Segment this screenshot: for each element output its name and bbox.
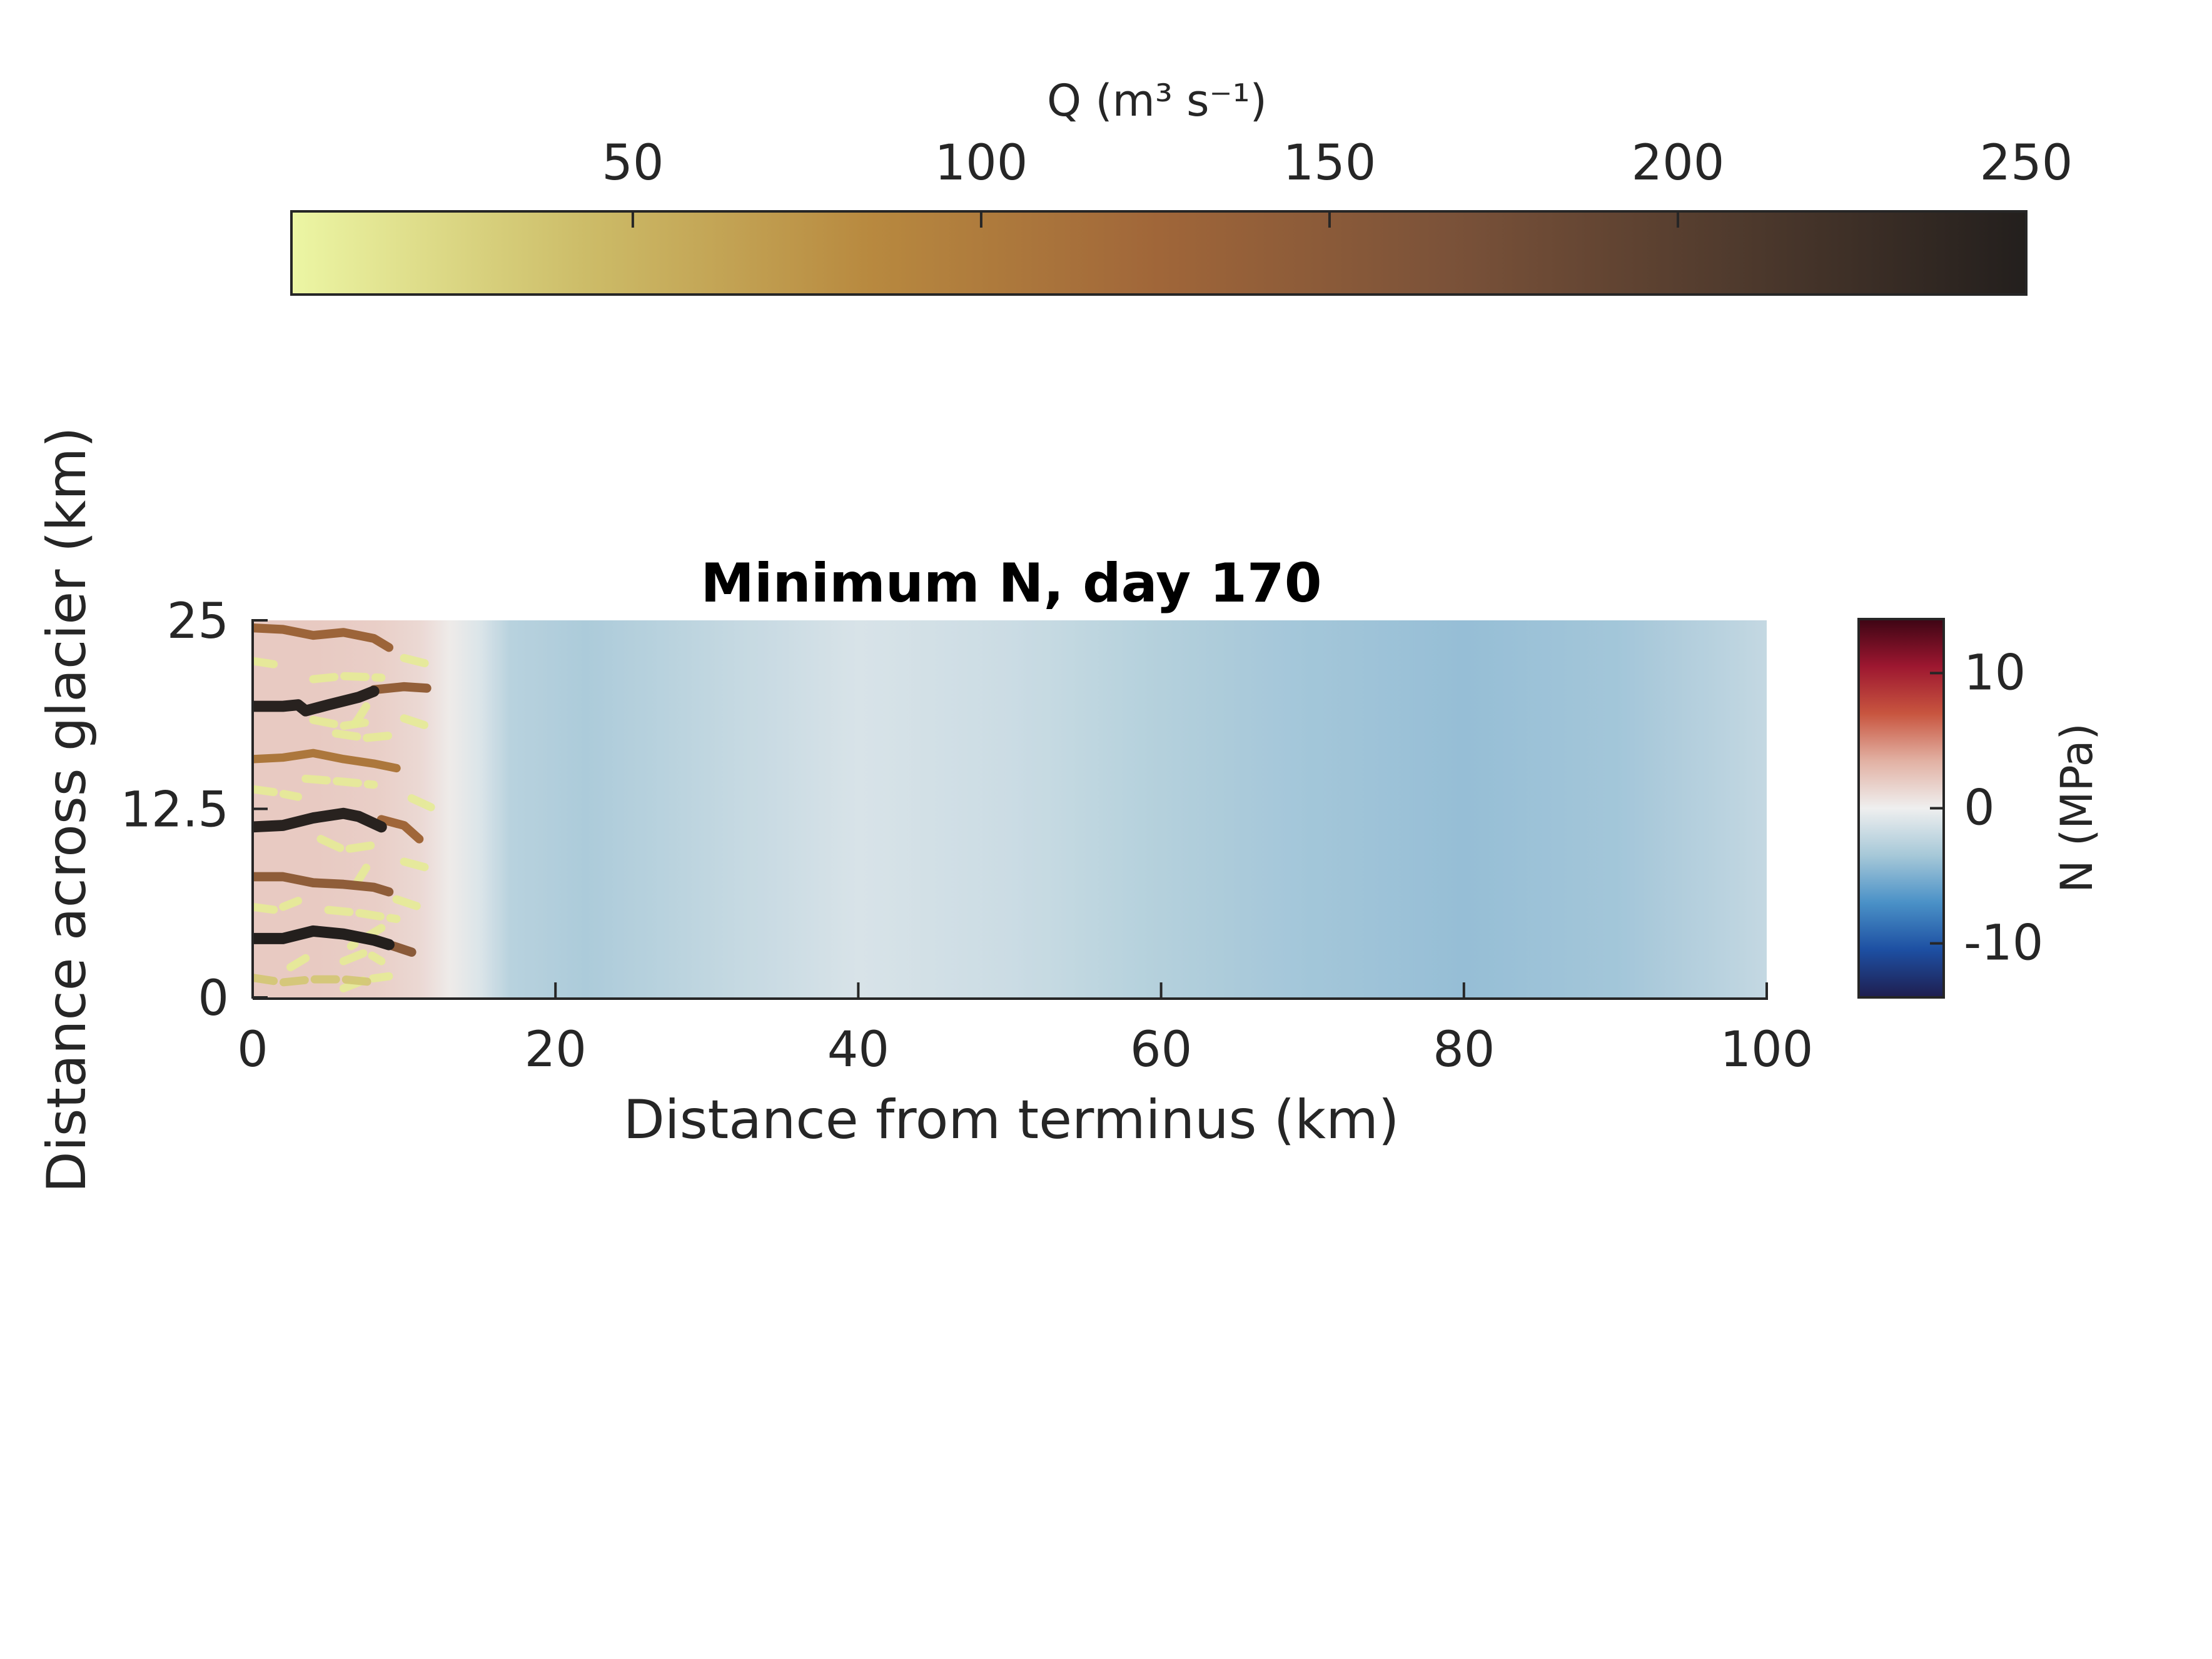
channel-segment xyxy=(253,897,303,914)
x-axis-ticks: 0 20 40 60 80 100 xyxy=(237,982,1813,1078)
channel-segment xyxy=(309,715,378,730)
channel-segment xyxy=(253,685,380,717)
n-tick-label: 0 xyxy=(1964,780,1995,837)
channel-segment xyxy=(324,905,401,924)
x-tick-label: 20 xyxy=(525,1022,587,1078)
x-tick-label: 40 xyxy=(827,1022,889,1078)
channel-segment xyxy=(253,807,387,833)
channel-segment xyxy=(253,974,378,987)
y-axis-ticks: 0 12.5 25 xyxy=(120,593,268,1027)
channel-segment xyxy=(286,954,310,972)
channel-segment xyxy=(301,774,378,789)
y-tick-label: 0 xyxy=(198,971,229,1027)
channel-segment xyxy=(253,657,287,670)
channel-network xyxy=(253,623,438,992)
q-tick-label: 150 xyxy=(1283,135,1376,191)
q-colorbar-ticks: 50 100 150 200 250 xyxy=(602,135,2073,228)
y-tick-label: 25 xyxy=(167,593,229,650)
q-tick-label: 100 xyxy=(934,135,1028,191)
q-colorbar: Q (m³ s⁻¹) 50 100 150 200 250 xyxy=(290,75,2073,296)
n-tick-label: -10 xyxy=(1964,915,2043,972)
n-colorbar: 10 0 -10 N (MPa) xyxy=(1857,618,2103,999)
channel-segment xyxy=(339,948,386,966)
channel-segment xyxy=(392,895,423,911)
channel-segment xyxy=(400,653,438,670)
x-tick-label: 100 xyxy=(1720,1022,1814,1078)
x-tick-label: 60 xyxy=(1130,1022,1192,1078)
channel-segment xyxy=(369,682,432,695)
main-axes: Minimum N, day 170 0 20 40 60 80 100 012.525 … xyxy=(36,426,1813,1193)
n-tick-label: 10 xyxy=(1964,645,2026,701)
channel-segment xyxy=(309,672,386,683)
q-tick-label: 200 xyxy=(1632,135,1725,191)
q-colorbar-body xyxy=(290,210,2028,296)
channel-segment xyxy=(253,785,303,801)
y-tick-label: 12.5 xyxy=(120,782,229,839)
y-axis-label: Distance across glacier (km) xyxy=(36,426,98,1193)
n-colorbar-label: N (MPa) xyxy=(2051,723,2103,893)
q-colorbar-label: Q (m³ s⁻¹) xyxy=(1047,75,1267,126)
channel-segment xyxy=(316,835,378,854)
x-tick-label: 80 xyxy=(1433,1022,1495,1078)
channel-segment xyxy=(376,815,424,844)
channel-segment xyxy=(400,857,431,872)
chart-title: Minimum N, day 170 xyxy=(700,552,1321,615)
n-field-texture xyxy=(253,620,1767,997)
n-colorbar-ticks: 10 0 -10 xyxy=(1930,645,2043,972)
q-tick-label: 250 xyxy=(1980,135,2073,191)
n-field xyxy=(253,620,1767,997)
q-tick-label: 50 xyxy=(602,135,664,191)
channel-segment xyxy=(253,925,395,951)
x-axis-label: Distance from terminus (km) xyxy=(624,1089,1400,1151)
n-colorbar-body xyxy=(1857,618,1945,999)
channel-segment xyxy=(253,872,394,897)
channel-segment xyxy=(253,749,401,773)
x-tick-label: 0 xyxy=(237,1022,268,1078)
channel-segment xyxy=(331,729,401,742)
channel-segment xyxy=(407,794,436,812)
channel-segment xyxy=(253,623,393,652)
channel-segment xyxy=(346,702,371,734)
channel-segment xyxy=(400,714,431,730)
